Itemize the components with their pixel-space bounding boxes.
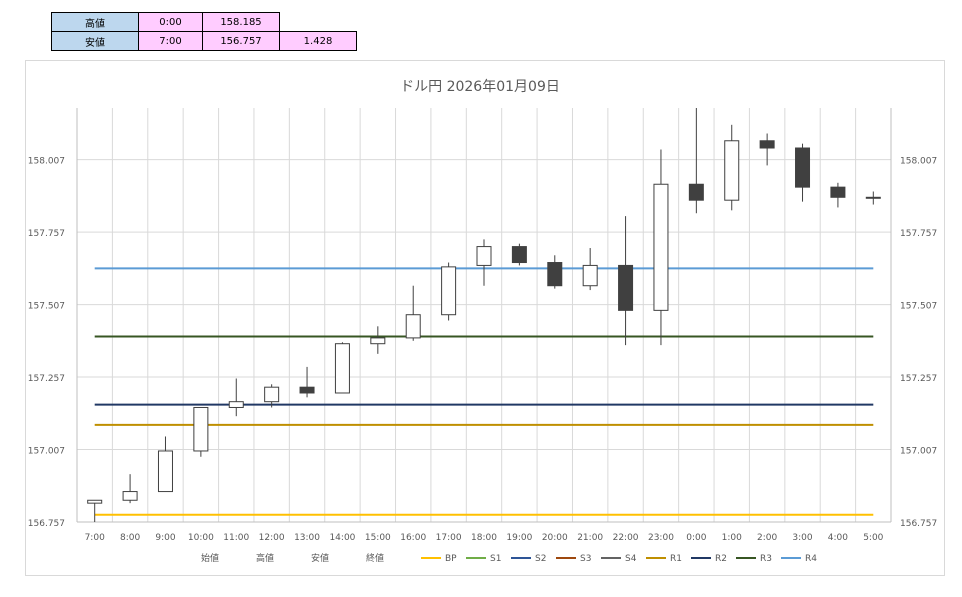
- candle-body: [405, 314, 421, 339]
- x-tick-label: 11:00: [223, 533, 249, 543]
- low-label: 安値: [51, 31, 139, 51]
- x-tick-label: 14:00: [329, 533, 355, 543]
- candle-body: [830, 186, 846, 198]
- y-tick-label-right: 158.007: [900, 157, 937, 167]
- legend-label: R4: [805, 554, 817, 564]
- x-tick-label: 4:00: [828, 533, 848, 543]
- legend-label: S3: [580, 554, 591, 564]
- y-tick-label-left: 156.757: [28, 519, 65, 529]
- x-tick-label: 20:00: [542, 533, 568, 543]
- legend-label: S1: [490, 554, 501, 564]
- candle-body: [547, 262, 563, 287]
- candle-body: [87, 499, 103, 504]
- candle-body: [441, 266, 457, 316]
- x-tick-label: 9:00: [155, 533, 175, 543]
- legend-label: 安値: [311, 552, 329, 564]
- x-tick-label: 23:00: [648, 533, 674, 543]
- x-tick-label: 0:00: [686, 533, 706, 543]
- range-value: 1.428: [279, 31, 357, 51]
- y-tick-label-left: 157.257: [28, 374, 65, 384]
- legend-label: S4: [625, 554, 637, 564]
- y-tick-label-right: 157.757: [900, 229, 937, 239]
- x-tick-label: 17:00: [436, 533, 462, 543]
- y-tick-label-right: 157.257: [900, 374, 937, 384]
- x-tick-label: 3:00: [792, 533, 812, 543]
- legend-label: S2: [535, 554, 546, 564]
- x-tick-label: 5:00: [863, 533, 883, 543]
- x-tick-label: 12:00: [259, 533, 285, 543]
- x-tick-label: 13:00: [294, 533, 320, 543]
- x-tick-label: 2:00: [757, 533, 777, 543]
- candle-body: [228, 401, 244, 408]
- high-row: 高値 0:00 158.185: [51, 12, 357, 32]
- legend-label: R1: [670, 554, 682, 564]
- chart-area: ドル円 2026年01月09日 156.757 156.757 157.007 157…: [25, 60, 945, 576]
- x-tick-label: 15:00: [365, 533, 391, 543]
- y-tick-label-right: 156.757: [900, 519, 937, 529]
- legend-label: R2: [715, 554, 727, 564]
- y-tick-label-left: 157.757: [28, 229, 65, 239]
- high-low-table: 高値 0:00 158.185 安値 7:00 156.757 1.428: [51, 12, 357, 51]
- candle-body: [688, 183, 704, 201]
- legend-label: 始値: [201, 552, 219, 564]
- candle-body: [193, 406, 209, 452]
- candle-body: [299, 386, 315, 394]
- candle-body: [264, 386, 280, 403]
- candle-body: [122, 491, 138, 501]
- candle-body: [476, 246, 492, 266]
- y-tick-label-right: 157.507: [900, 302, 937, 312]
- legend-label: 高値: [256, 552, 274, 564]
- x-tick-label: 21:00: [577, 533, 603, 543]
- legend-label: R3: [760, 554, 772, 564]
- legend-label: BP: [445, 554, 457, 564]
- x-tick-label: 10:00: [188, 533, 214, 543]
- candle-body: [370, 337, 386, 345]
- candlestick-chart: ドル円 2026年01月09日 156.757 156.757 157.007 157…: [28, 79, 937, 564]
- candle-body: [582, 264, 598, 287]
- candle-body: [653, 183, 669, 311]
- y-tick-label-right: 157.007: [900, 447, 937, 457]
- high-time: 0:00: [138, 12, 203, 32]
- candle-body: [759, 140, 775, 149]
- candle-body: [618, 264, 634, 311]
- x-tick-label: 22:00: [613, 533, 639, 543]
- low-time: 7:00: [138, 31, 203, 51]
- chart-title: ドル円 2026年01月09日: [400, 79, 560, 95]
- x-tick-label: 8:00: [120, 533, 140, 543]
- legend-label: 終値: [366, 552, 384, 564]
- low-row: 安値 7:00 156.757 1.428: [51, 31, 357, 51]
- candle-body: [334, 343, 350, 394]
- x-tick-label: 7:00: [85, 533, 105, 543]
- candle-body: [795, 147, 811, 188]
- x-tick-label: 18:00: [471, 533, 497, 543]
- high-value: 158.185: [202, 12, 280, 32]
- y-tick-label-left: 157.007: [28, 447, 65, 457]
- x-tick-label: 16:00: [400, 533, 426, 543]
- candle-body: [511, 246, 527, 264]
- x-tick-label: 1:00: [722, 533, 742, 543]
- y-tick-label-left: 158.007: [28, 157, 65, 167]
- x-tick-label: 19:00: [506, 533, 532, 543]
- candle-body: [865, 196, 881, 199]
- high-label: 高値: [51, 12, 139, 32]
- candle-body: [724, 140, 740, 201]
- y-tick-label-left: 157.507: [28, 302, 65, 312]
- low-value: 156.757: [202, 31, 280, 51]
- high-empty-cell: [280, 13, 357, 32]
- candle-body: [157, 450, 173, 493]
